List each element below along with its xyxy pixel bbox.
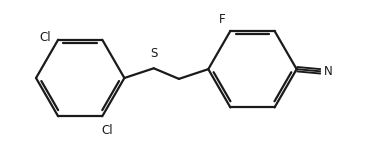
Text: F: F <box>219 13 225 26</box>
Text: Cl: Cl <box>101 124 113 137</box>
Text: N: N <box>323 65 332 78</box>
Text: S: S <box>150 47 158 60</box>
Text: Cl: Cl <box>40 31 52 44</box>
